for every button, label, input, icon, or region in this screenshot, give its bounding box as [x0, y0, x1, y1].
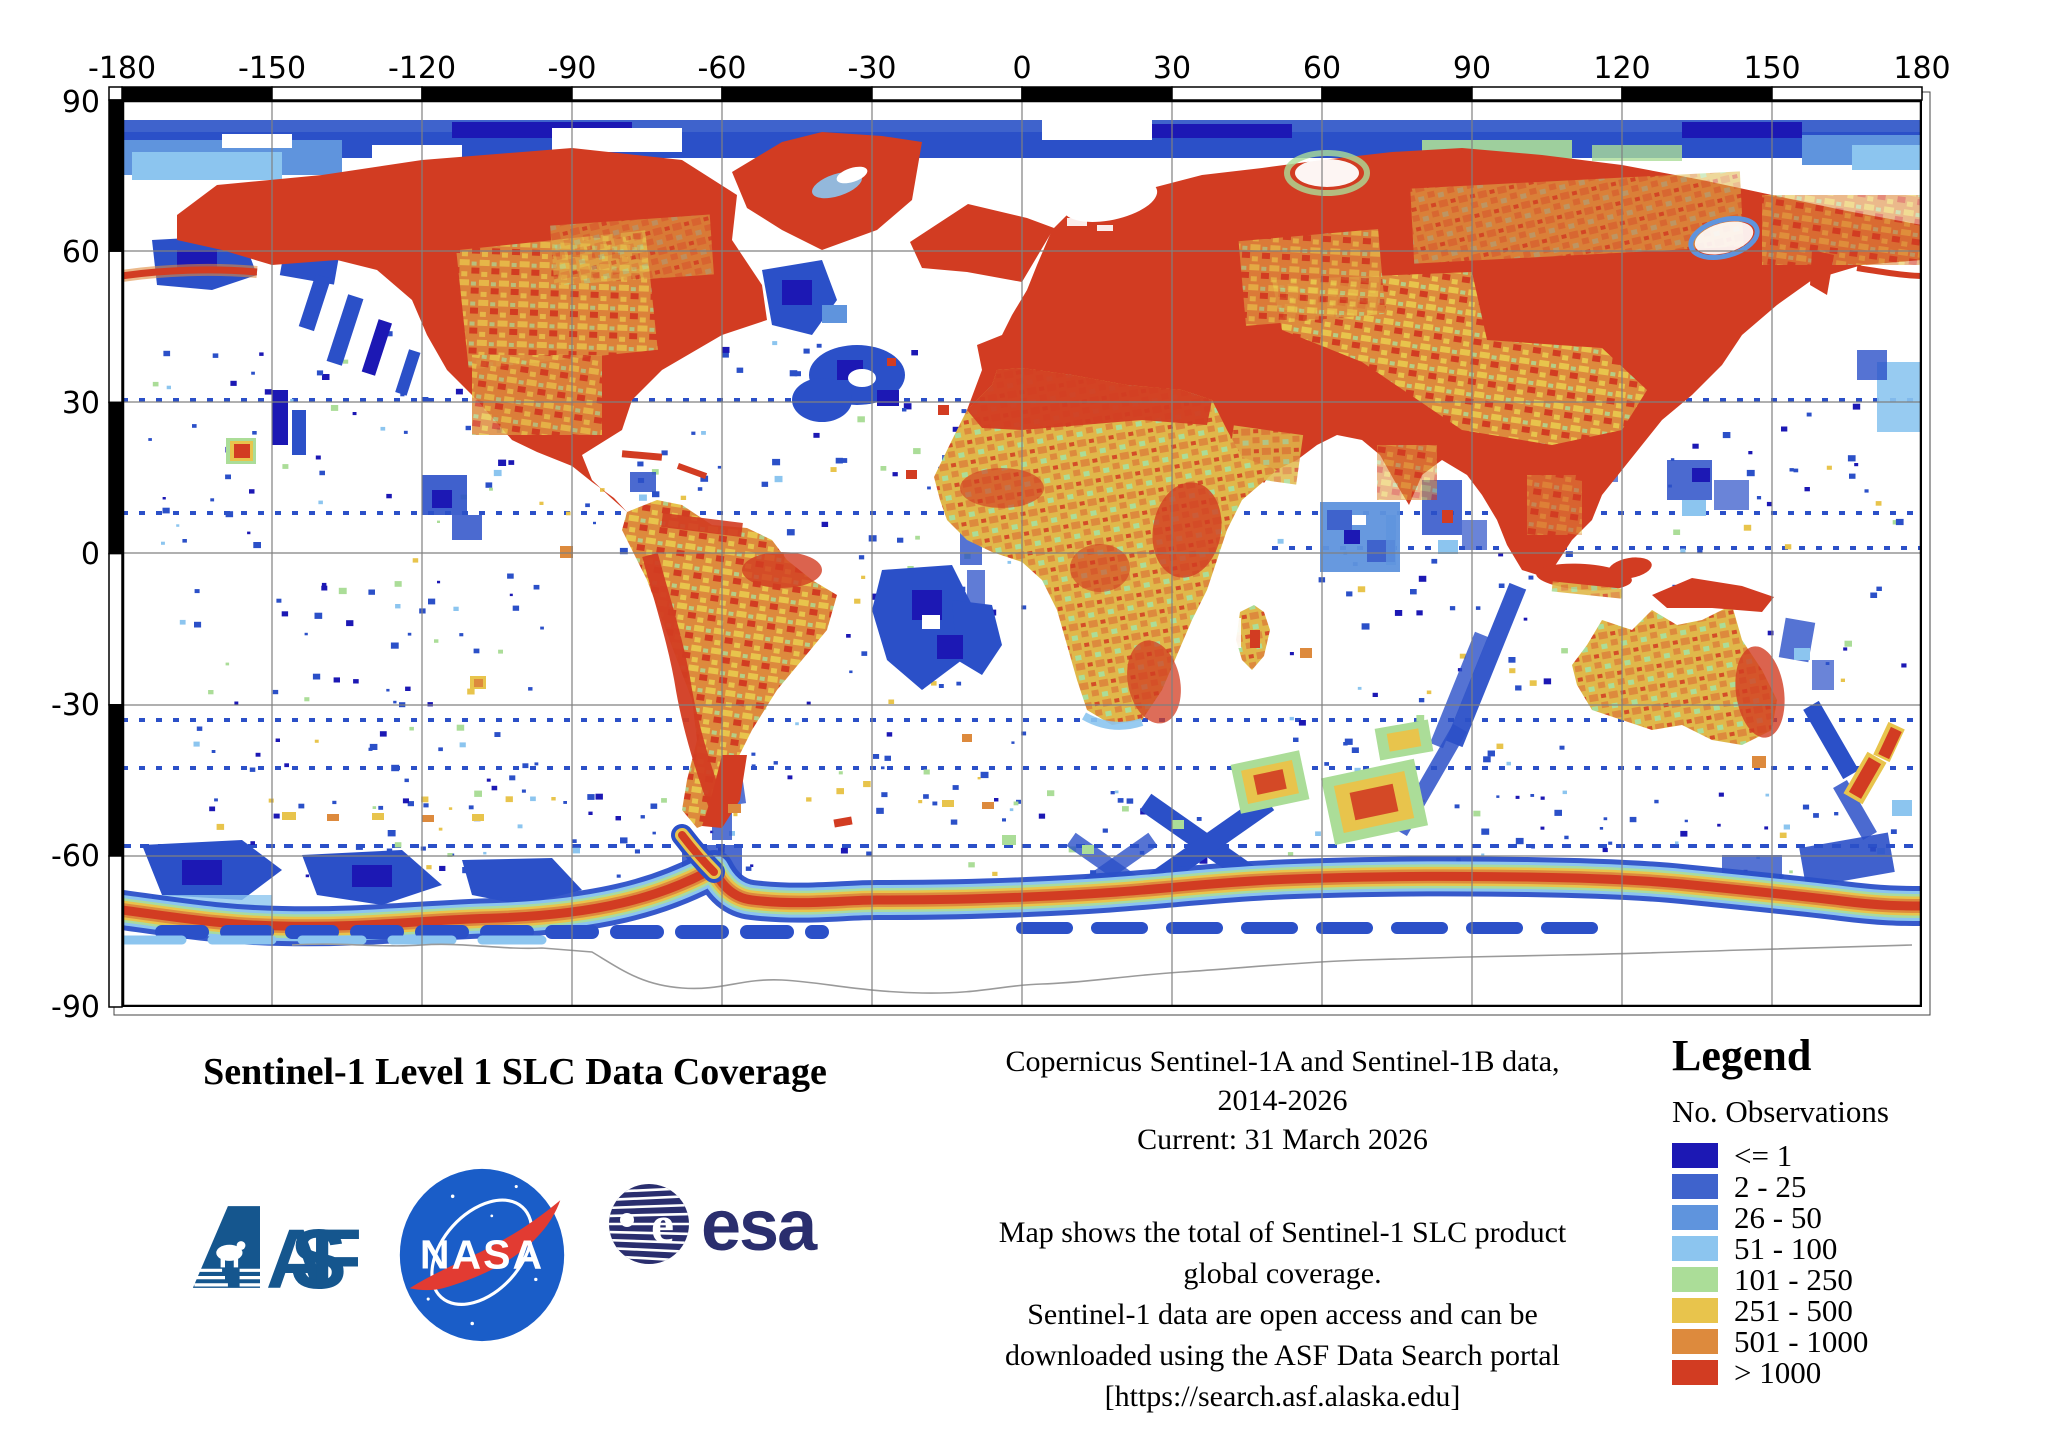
- tick-label: 0: [1012, 51, 1031, 86]
- legend-swatch: [1672, 1298, 1718, 1323]
- legend-title: Legend: [1672, 1031, 1812, 1080]
- esa-swirl-icon: e: [609, 1184, 689, 1264]
- legend-label: 251 - 500: [1734, 1292, 1853, 1328]
- caption-line: Copernicus Sentinel-1A and Sentinel-1B d…: [1005, 1045, 1560, 1078]
- map-description: Map shows the total of Sentinel-1 SLC pr…: [890, 1212, 1675, 1417]
- data-caption: Copernicus Sentinel-1A and Sentinel-1B d…: [905, 1042, 1660, 1159]
- caption-line: 2014-2026: [1217, 1084, 1348, 1117]
- esa-logo-text: esa: [701, 1186, 818, 1266]
- tick-label: 30: [1153, 51, 1191, 86]
- caption-line: Current: 31 March 2026: [1137, 1123, 1428, 1156]
- legend: Legend No. Observations <= 1 2 - 25 26 -…: [1672, 1031, 2032, 1390]
- legend-subtitle: No. Observations: [1672, 1094, 1889, 1129]
- esa-logo: e esa: [609, 1184, 820, 1266]
- nasa-orbit-icon: [430, 1198, 534, 1306]
- legend-item: 26 - 50: [1672, 1199, 2032, 1235]
- legend-item: <= 1: [1672, 1137, 2032, 1173]
- tick-label: -30: [51, 688, 100, 723]
- outer-neatline: [113, 91, 1931, 1016]
- nasa-logo: NASA: [399, 1168, 565, 1342]
- asf-logo: ASF: [192, 1206, 362, 1306]
- description-line: [https://search.asf.alaska.edu]: [1104, 1380, 1461, 1413]
- ocean-coverage-patches: [142, 235, 1922, 907]
- legend-label: 101 - 250: [1734, 1261, 1853, 1297]
- tick-label: 60: [1303, 51, 1341, 86]
- antarctic-coverage-band: [122, 824, 1922, 947]
- asf-logo-stripes: [194, 1268, 260, 1287]
- legend-swatch: [1672, 1360, 1718, 1385]
- tick-label: -90: [548, 51, 597, 86]
- legend-label: <= 1: [1734, 1137, 1793, 1173]
- legend-swatch: [1672, 1329, 1718, 1354]
- map-frame: [122, 100, 1922, 1007]
- legend-item: 501 - 1000: [1672, 1323, 2032, 1359]
- top-frame-bar: [108, 86, 1923, 101]
- tick-label: -60: [698, 51, 747, 86]
- legend-label: 2 - 25: [1734, 1168, 1807, 1204]
- tick-label: -120: [388, 51, 456, 86]
- tick-label: 120: [1593, 51, 1650, 86]
- tick-label: 30: [62, 386, 100, 421]
- tick-label: -60: [51, 839, 100, 874]
- latitude-tick-labels: 90 60 30 0 -30 -60 -90: [51, 85, 100, 1025]
- tick-label: 90: [62, 85, 100, 120]
- nasa-logo-text: NASA: [420, 1232, 544, 1278]
- description-line: global coverage.: [1183, 1257, 1382, 1290]
- map-title: Sentinel-1 Level 1 SLC Data Coverage: [203, 1051, 827, 1093]
- tick-label: 150: [1743, 51, 1800, 86]
- tick-label: 90: [1453, 51, 1491, 86]
- legend-swatch: [1672, 1143, 1718, 1168]
- svg-text:e: e: [651, 1197, 674, 1254]
- legend-item: 51 - 100: [1672, 1230, 2032, 1266]
- graticule-gridlines: [122, 100, 1922, 1007]
- legend-item: > 1000: [1672, 1354, 2032, 1390]
- antarctica-outline: [291, 943, 1913, 994]
- nasa-swoosh-icon: [409, 1200, 561, 1291]
- left-frame-bar: [108, 99, 123, 1008]
- legend-label: 51 - 100: [1734, 1230, 1838, 1266]
- tick-label: 0: [81, 537, 100, 572]
- legend-item: 251 - 500: [1672, 1292, 2032, 1328]
- scattered-ocean-dots: [148, 331, 1907, 880]
- legend-label: > 1000: [1734, 1354, 1822, 1390]
- australia-coverage: [1572, 605, 1777, 745]
- description-line: downloaded using the ASF Data Search por…: [1005, 1339, 1560, 1372]
- legend-swatch: [1672, 1267, 1718, 1292]
- legend-item: 101 - 250: [1672, 1261, 2032, 1297]
- legend-swatch: [1672, 1205, 1718, 1230]
- legend-label: 26 - 50: [1734, 1199, 1822, 1235]
- world-coverage-map: [122, 100, 1922, 1007]
- legend-swatch: [1672, 1236, 1718, 1261]
- asf-logo-text: ASF: [266, 1211, 362, 1306]
- tick-label: -180: [88, 51, 156, 86]
- map-axes: -180 -150 -120 -90 -60 -30 0 30 60 90 12…: [51, 51, 1951, 1025]
- tick-label: 60: [62, 235, 100, 270]
- description-line: Map shows the total of Sentinel-1 SLC pr…: [998, 1216, 1567, 1249]
- legend-label: 501 - 1000: [1734, 1323, 1869, 1359]
- legend-swatch: [1672, 1174, 1718, 1199]
- polar-bear-icon: [216, 1241, 246, 1268]
- longitude-tick-labels: -180 -150 -120 -90 -60 -30 0 30 60 90 12…: [88, 51, 1951, 86]
- nasa-stars: [426, 1184, 538, 1326]
- description-line: Sentinel-1 data are open access and can …: [1027, 1298, 1538, 1331]
- tick-label: -150: [238, 51, 306, 86]
- island-hotspots: [226, 358, 1453, 846]
- tick-label: 180: [1893, 51, 1950, 86]
- tick-label: -90: [51, 990, 100, 1025]
- tick-label: -30: [848, 51, 897, 86]
- legend-item: 2 - 25: [1672, 1168, 2032, 1204]
